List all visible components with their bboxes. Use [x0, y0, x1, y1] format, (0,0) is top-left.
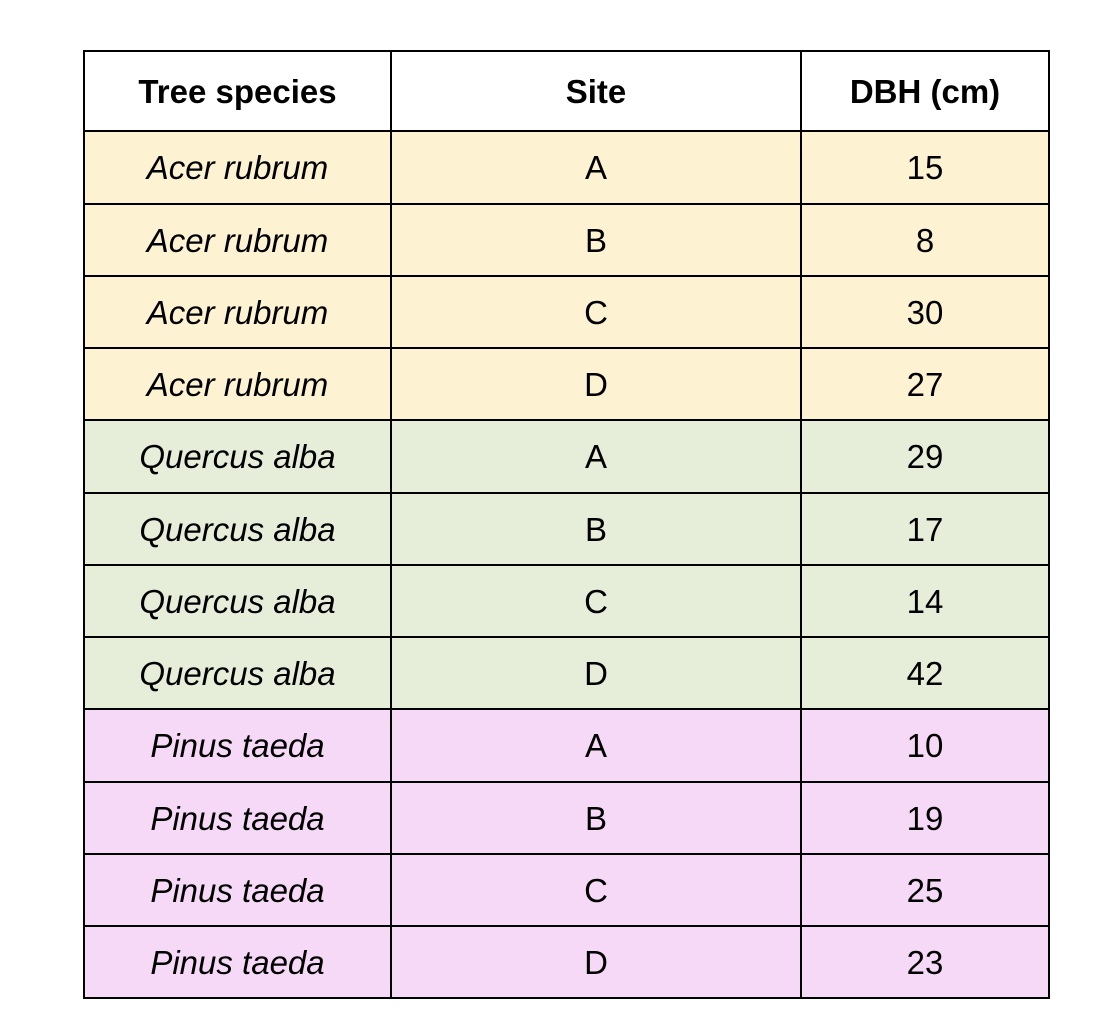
- species-cell: Pinus taeda: [83, 925, 392, 999]
- tree-dbh-table: Tree species Site DBH (cm) Acer rubrum A…: [83, 50, 1050, 999]
- dbh-cell: 14: [800, 564, 1050, 638]
- table-row: Pinus taeda C 25: [83, 853, 1050, 927]
- site-cell: A: [390, 419, 802, 494]
- header-site: Site: [390, 50, 802, 132]
- site-cell: B: [390, 781, 802, 855]
- dbh-cell: 25: [800, 853, 1050, 927]
- site-cell: A: [390, 708, 802, 783]
- site-cell: C: [390, 275, 802, 349]
- table-row: Pinus taeda B 19: [83, 781, 1050, 855]
- site-cell: D: [390, 347, 802, 421]
- dbh-cell: 10: [800, 708, 1050, 783]
- site-cell: C: [390, 564, 802, 638]
- table-row: Acer rubrum A 15: [83, 130, 1050, 205]
- header-row: Tree species Site DBH (cm): [83, 50, 1050, 132]
- site-cell: D: [390, 636, 802, 710]
- species-cell: Pinus taeda: [83, 853, 392, 927]
- header-dbh: DBH (cm): [800, 50, 1050, 132]
- site-cell: B: [390, 492, 802, 566]
- table-row: Quercus alba C 14: [83, 564, 1050, 638]
- dbh-cell: 19: [800, 781, 1050, 855]
- species-cell: Acer rubrum: [83, 130, 392, 205]
- site-cell: B: [390, 203, 802, 277]
- dbh-cell: 15: [800, 130, 1050, 205]
- dbh-cell: 30: [800, 275, 1050, 349]
- site-cell: A: [390, 130, 802, 205]
- dbh-cell: 23: [800, 925, 1050, 999]
- table-row: Pinus taeda A 10: [83, 708, 1050, 783]
- species-cell: Quercus alba: [83, 564, 392, 638]
- species-cell: Quercus alba: [83, 419, 392, 494]
- dbh-cell: 8: [800, 203, 1050, 277]
- table-row: Acer rubrum B 8: [83, 203, 1050, 277]
- species-cell: Acer rubrum: [83, 275, 392, 349]
- table-row: Quercus alba B 17: [83, 492, 1050, 566]
- species-cell: Acer rubrum: [83, 347, 392, 421]
- dbh-cell: 17: [800, 492, 1050, 566]
- header-tree-species: Tree species: [83, 50, 392, 132]
- species-cell: Quercus alba: [83, 492, 392, 566]
- table-row: Acer rubrum D 27: [83, 347, 1050, 421]
- site-cell: D: [390, 925, 802, 999]
- table-row: Quercus alba D 42: [83, 636, 1050, 710]
- site-cell: C: [390, 853, 802, 927]
- species-cell: Pinus taeda: [83, 781, 392, 855]
- table-row: Quercus alba A 29: [83, 419, 1050, 494]
- table-row: Acer rubrum C 30: [83, 275, 1050, 349]
- table-row: Pinus taeda D 23: [83, 925, 1050, 999]
- species-cell: Acer rubrum: [83, 203, 392, 277]
- dbh-cell: 27: [800, 347, 1050, 421]
- species-cell: Pinus taeda: [83, 708, 392, 783]
- species-cell: Quercus alba: [83, 636, 392, 710]
- dbh-cell: 42: [800, 636, 1050, 710]
- dbh-cell: 29: [800, 419, 1050, 494]
